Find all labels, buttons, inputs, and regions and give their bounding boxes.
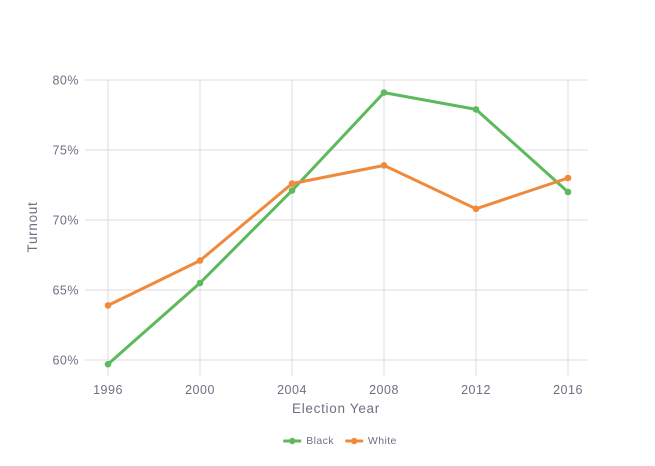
data-point-black-2000 [196,279,204,287]
legend-label: White [367,435,397,447]
data-point-white-2004 [288,180,296,187]
legend-item-white: White [344,435,397,447]
series-line-black [106,91,570,366]
x-axis-tick-labels: 1996 2000 2004 2008 2012 2016 [93,383,583,397]
y-tick-label: 75% [52,144,79,158]
legend-item-black: Black [283,435,334,447]
y-tick-label: 65% [52,284,79,298]
data-point-white-2008 [380,162,388,169]
y-tick-label: 80% [52,74,79,88]
data-point-white-2016 [564,174,572,182]
x-tick-label: 1996 [93,383,123,397]
data-point-black-2016 [564,188,572,196]
data-point-white-2000 [196,257,204,264]
legend-label: Black [306,435,334,447]
legend: Black White [283,435,397,447]
series-lines [104,89,572,368]
data-point-black-2008 [380,89,388,96]
y-axis-title: Turnout [25,202,40,253]
x-tick-label: 2012 [461,383,491,397]
data-point-black-2012 [472,106,480,113]
series-line-white [106,163,570,307]
x-tick-label: 2016 [553,383,583,397]
legend-marker-dot [350,437,358,445]
x-tick-label: 2008 [369,383,399,397]
data-point-white-2012 [472,205,480,213]
gridlines [85,79,588,376]
x-axis-title: Election Year [292,401,380,416]
data-point-black-1996 [104,360,112,368]
data-point-black-2004 [288,187,296,194]
legend-line-dot-marker [283,437,302,445]
x-tick-label: 2000 [185,383,215,397]
legend-marker-dot [289,437,296,445]
data-point-white-1996 [104,302,112,309]
y-tick-label: 70% [52,214,79,228]
legend-line-dot-marker [344,437,363,445]
y-tick-label: 60% [52,354,79,368]
y-axis-tick-labels: 60% 65% 70% 75% 80% [52,74,79,368]
x-tick-label: 2004 [277,383,307,397]
